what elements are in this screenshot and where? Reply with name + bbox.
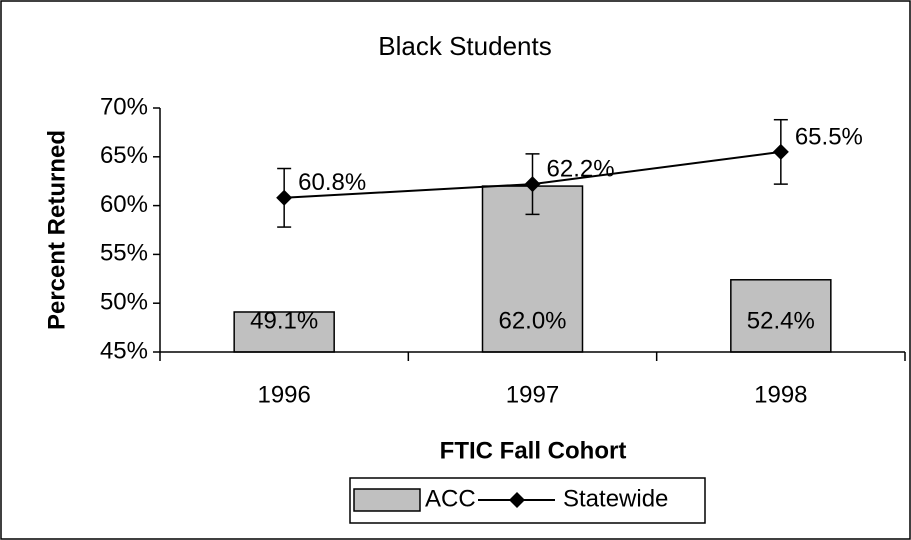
value-label: 62.0% <box>498 307 566 334</box>
x-axis-label: FTIC Fall Cohort <box>440 437 627 464</box>
y-tick-label: 45% <box>100 337 148 364</box>
y-tick-label: 55% <box>100 240 148 267</box>
point <box>772 143 789 160</box>
y-tick-label: 65% <box>100 142 148 169</box>
y-tick-label: 70% <box>100 93 148 120</box>
y-tick-label: 50% <box>100 289 148 316</box>
legend-swatch <box>353 488 421 512</box>
y-axis-label: Percent Returned <box>43 130 70 330</box>
value-label: 62.2% <box>547 155 615 182</box>
legend-marker <box>509 492 525 508</box>
chart-title: Black Students <box>378 31 551 61</box>
x-tick-label: 1998 <box>754 381 807 408</box>
x-tick-label: 1997 <box>506 381 559 408</box>
value-label: 52.4% <box>747 307 815 334</box>
x-tick-label: 1996 <box>257 381 310 408</box>
legend-label: ACC <box>425 485 476 512</box>
legend-label: Statewide <box>563 485 668 512</box>
y-tick-label: 60% <box>100 191 148 218</box>
point <box>276 189 293 206</box>
value-label: 49.1% <box>250 307 318 334</box>
value-label: 65.5% <box>795 123 863 150</box>
value-label: 60.8% <box>298 169 366 196</box>
point <box>524 176 541 193</box>
bar <box>730 279 832 353</box>
